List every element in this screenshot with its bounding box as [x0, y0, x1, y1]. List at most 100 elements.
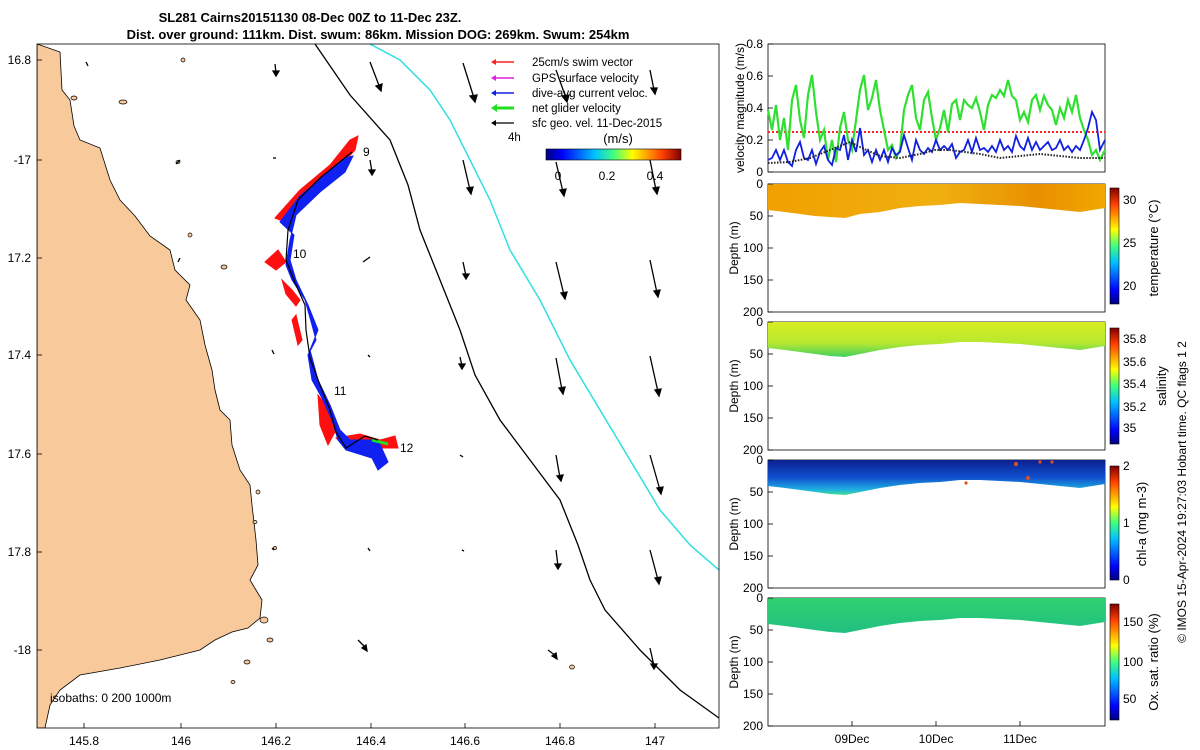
temperature-colorbar — [1109, 187, 1120, 305]
temperature-depth-tick: 100 — [743, 241, 763, 255]
temperature-cb-tick: 20 — [1123, 279, 1137, 293]
map-legend: 25cm/s swim vector GPS surface velocity … — [491, 57, 662, 144]
day-label-12: 12 — [400, 441, 414, 455]
lon-tick: 146.2 — [261, 734, 291, 748]
temperature-depth-tick: 0 — [756, 177, 763, 191]
salinity-depth-tick: 200 — [743, 443, 763, 457]
temperature-ylabel: Depth (m) — [727, 221, 741, 274]
legend-sfc-geo-velocity: sfc geo. vel. 11-Dec-2015 — [491, 118, 662, 130]
isobath-label: isobaths: 0 200 1000m — [50, 691, 171, 705]
velocity-series-geo — [767, 140, 1105, 164]
velocity-ytick: 0.4 — [746, 101, 763, 115]
temperature-cb-tick: 30 — [1123, 193, 1137, 207]
salinity-cb-tick: 35.4 — [1123, 377, 1147, 391]
lon-tick: 146.4 — [356, 734, 386, 748]
legend-gps-surface-velocity: GPS surface velocity — [491, 73, 639, 85]
velocity-ytick: 0 — [756, 165, 763, 179]
salinity-ylabel: Depth (m) — [727, 359, 741, 412]
chla-depth-tick: 100 — [743, 517, 763, 531]
map-panel: 9 10 11 12 isobaths: 0 200 1000m 145.8 1… — [8, 43, 720, 748]
oxygen-depth-tick: 200 — [743, 719, 763, 733]
lat-tick: 17.4 — [8, 348, 32, 362]
salinity-cb-tick: 35.6 — [1123, 355, 1147, 369]
title-line-1: SL281 Cairns20151130 08-Dec 00Z to 11-De… — [159, 10, 462, 25]
temperature-depth-tick: 50 — [750, 209, 764, 223]
velocity-ylabel: velocity magnitude (m/s) — [733, 43, 747, 173]
chla-colorbar — [1109, 465, 1120, 581]
day-label-9: 9 — [363, 145, 370, 159]
chla-cb-tick: 0 — [1123, 573, 1130, 587]
oxygen-depth-tick: 100 — [743, 655, 763, 669]
chla-depth-tick: 200 — [743, 581, 763, 595]
chla-cb-tick: 2 — [1123, 459, 1130, 473]
legend-interval-label: 4h — [508, 132, 521, 144]
map-ticks — [37, 59, 656, 728]
coastline-land — [37, 44, 263, 728]
day-label-10: 10 — [293, 247, 307, 261]
time-tick: 09Dec — [835, 732, 870, 746]
lat-tick: -18 — [14, 643, 32, 657]
credit-text: © IMOS 15-Apr-2024 19:27:03 Hobart time.… — [1175, 341, 1189, 643]
legend-net-glider-velocity: net glider velocity — [491, 103, 621, 115]
chla-high-points — [964, 460, 1054, 485]
time-tick: 11Dec — [1003, 732, 1037, 746]
chla-cb-tick: 1 — [1123, 516, 1130, 530]
svg-text:dive-avg current veloc.: dive-avg current veloc. — [532, 88, 648, 100]
glider-path — [285, 151, 379, 449]
temperature-panel: 0 50 100 150 200 Depth (m) 20 25 30 temp… — [727, 177, 1161, 319]
salinity-cb-tick: 35.8 — [1123, 332, 1147, 346]
lat-tick: 17.8 — [8, 545, 32, 559]
salinity-colorbar — [1109, 327, 1120, 445]
svg-text:net glider velocity: net glider velocity — [532, 103, 621, 115]
velocity-ytick: 0.8 — [746, 37, 763, 51]
isobath-200m — [314, 44, 719, 719]
salinity-cb-tick: 35 — [1123, 421, 1137, 435]
speed-colorbar-tick: 0.4 — [647, 169, 664, 183]
salinity-cb-tick: 35.2 — [1123, 400, 1147, 414]
oxygen-cb-tick: 150 — [1123, 615, 1143, 629]
temperature-cb-tick: 25 — [1123, 236, 1137, 250]
oxygen-panel: 0 50 100 150 200 Depth (m) 09Dec 10Dec 1… — [727, 591, 1161, 746]
speed-colorbar: (m/s) 0 0.2 0.4 — [545, 131, 682, 183]
net-velocity-track — [371, 438, 389, 446]
lon-tick: 146 — [171, 734, 191, 748]
oxygen-cb-tick: 50 — [1123, 692, 1137, 706]
lon-tick: 145.8 — [69, 734, 99, 748]
oxygen-colorbar — [1109, 603, 1120, 721]
velocity-panel: 0 0.2 0.4 0.6 0.8 velocity magnitude (m/… — [733, 37, 1106, 179]
islands — [70, 57, 575, 684]
velocity-series-dive — [767, 109, 1106, 168]
svg-text:sfc geo. vel. 11-Dec-2015: sfc geo. vel. 11-Dec-2015 — [532, 118, 662, 130]
oxygen-depth-tick: 0 — [756, 591, 763, 605]
lat-tick: 17.6 — [8, 447, 32, 461]
oxygen-section — [768, 598, 1105, 633]
speed-colorbar-tick: 0 — [555, 169, 562, 183]
oxygen-depth-tick: 150 — [743, 687, 763, 701]
oxygen-cb-label: Ox. sat. ratio (%) — [1146, 613, 1161, 711]
temperature-section — [768, 184, 1105, 218]
lat-tick: -17 — [14, 153, 32, 167]
lon-tick: 146.8 — [545, 734, 575, 748]
temperature-depth-tick: 150 — [743, 273, 763, 287]
lon-tick: 147 — [645, 734, 665, 748]
legend-swim-vector: 25cm/s swim vector — [491, 57, 633, 69]
lat-tick: 17.2 — [8, 251, 32, 265]
chla-depth-tick: 0 — [756, 453, 763, 467]
oxygen-depth-tick: 50 — [750, 623, 764, 637]
surface-velocity-arrows — [85, 61, 664, 671]
velocity-ytick: 0.2 — [746, 133, 763, 147]
title-line-2: Dist. over ground: 111km. Dist. swum: 86… — [127, 27, 630, 42]
salinity-section — [768, 322, 1105, 357]
salinity-depth-tick: 100 — [743, 379, 763, 393]
svg-text:GPS surface velocity: GPS surface velocity — [532, 73, 639, 85]
speed-colorbar-unit: (m/s) — [603, 131, 633, 146]
dive-avg-current-track — [279, 155, 389, 471]
chla-depth-tick: 50 — [750, 485, 764, 499]
oxygen-ylabel: Depth (m) — [727, 635, 741, 688]
lat-tick-labels: 16.8 -17 17.2 17.4 17.6 17.8 -18 — [8, 53, 32, 657]
speed-colorbar-tick: 0.2 — [599, 169, 616, 183]
legend-dive-avg-current: dive-avg current veloc. — [491, 88, 648, 100]
lon-tick: 146.6 — [450, 734, 480, 748]
svg-text:25cm/s swim vector: 25cm/s swim vector — [532, 57, 633, 69]
